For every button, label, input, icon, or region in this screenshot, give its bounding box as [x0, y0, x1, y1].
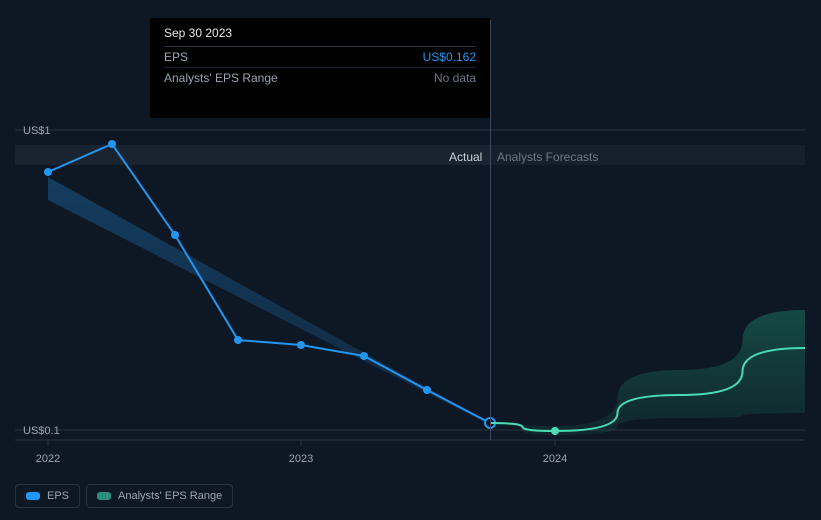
x-tick-label-2024: 2024	[543, 453, 567, 465]
chart-plot-area[interactable]	[15, 120, 805, 440]
legend-item-range[interactable]: Analysts' EPS Range	[86, 484, 233, 508]
legend-swatch-eps	[26, 492, 40, 500]
tooltip-row-value: No data	[434, 71, 476, 85]
y-tick-label-1: US$1	[23, 125, 51, 137]
legend-label: EPS	[47, 490, 69, 502]
legend-item-eps[interactable]: EPS	[15, 484, 80, 508]
chart-svg	[15, 120, 805, 440]
tooltip-row-range: Analysts' EPS Range No data	[164, 68, 476, 88]
legend-swatch-range	[97, 492, 111, 500]
x-tick-label-2023: 2023	[289, 453, 313, 465]
y-tick-label-01: US$0.1	[23, 425, 60, 437]
legend-label: Analysts' EPS Range	[118, 490, 222, 502]
chart-legend: EPS Analysts' EPS Range	[15, 484, 233, 508]
x-tick-label-2022: 2022	[36, 453, 60, 465]
tooltip-date: Sep 30 2023	[164, 26, 476, 47]
tooltip-row-label: EPS	[164, 50, 188, 64]
tooltip-row-eps: EPS US$0.162	[164, 47, 476, 68]
hover-guideline	[490, 20, 491, 440]
chart-tooltip: Sep 30 2023 EPS US$0.162 Analysts' EPS R…	[150, 18, 490, 118]
tooltip-row-value: US$0.162	[423, 50, 476, 64]
tooltip-row-label: Analysts' EPS Range	[164, 71, 278, 85]
